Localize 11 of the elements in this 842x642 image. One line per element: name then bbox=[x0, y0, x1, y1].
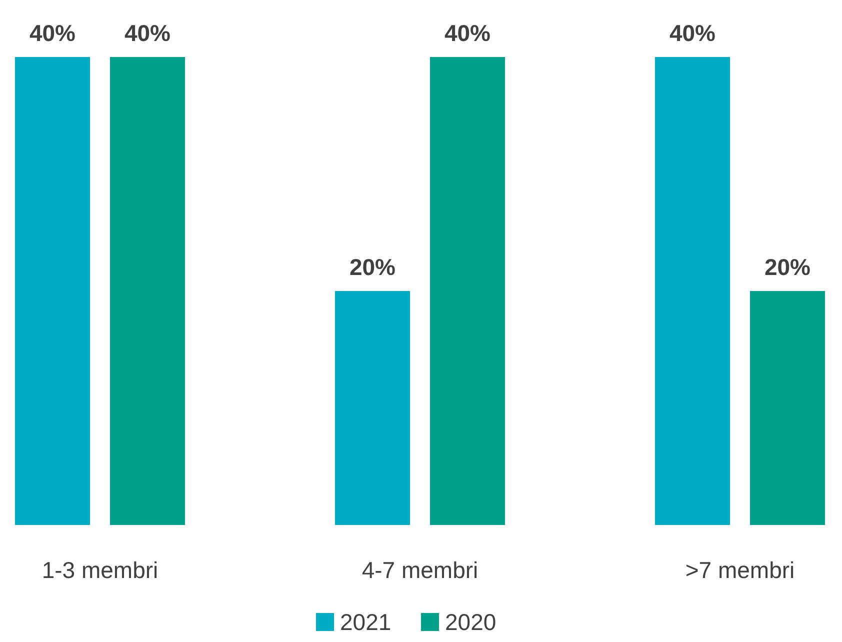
x-tick-label: >7 membri bbox=[685, 557, 795, 583]
legend-label: 2020 bbox=[445, 609, 496, 635]
x-tick-label: 1-3 membri bbox=[42, 557, 158, 583]
data-label: 20% bbox=[349, 254, 396, 280]
legend-label: 2021 bbox=[340, 609, 392, 635]
data-label: 40% bbox=[669, 20, 716, 46]
x-tick-label: 4-7 membri bbox=[362, 557, 478, 583]
data-label: 40% bbox=[124, 20, 171, 46]
data-label: 40% bbox=[444, 20, 491, 46]
data-label: 20% bbox=[764, 254, 811, 280]
data-label: 40% bbox=[29, 20, 76, 46]
